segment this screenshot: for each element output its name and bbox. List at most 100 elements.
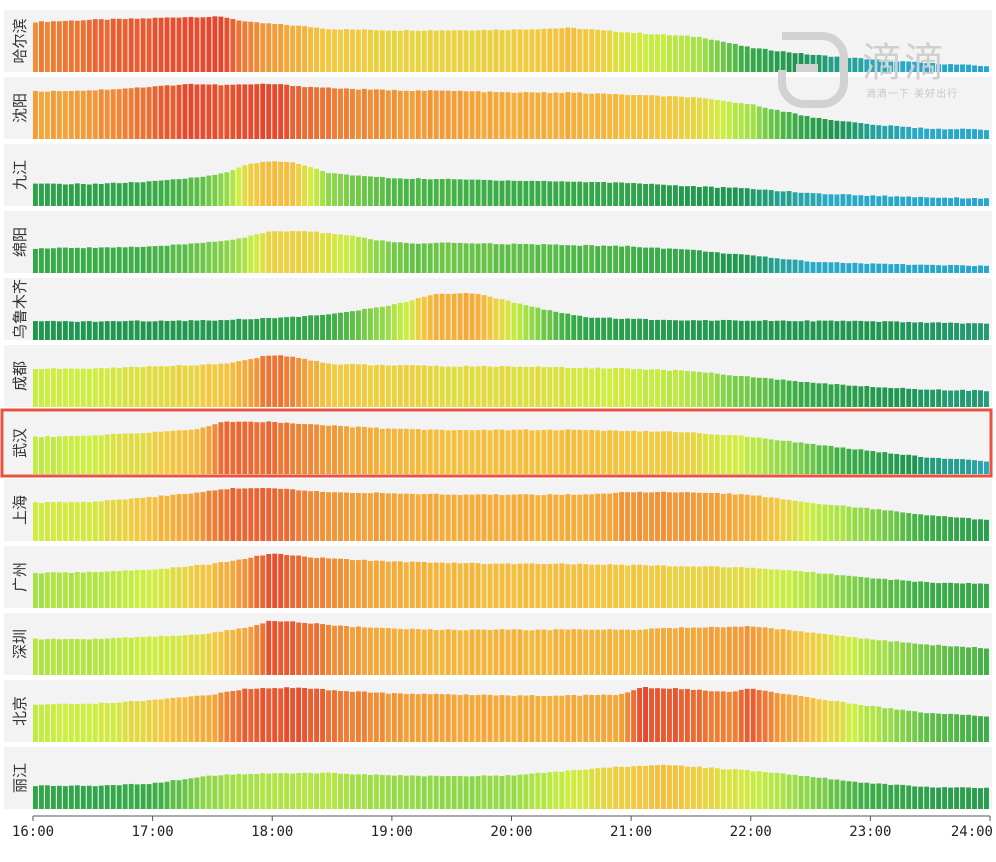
traffic-bar	[86, 19, 92, 72]
traffic-bar	[373, 627, 379, 675]
traffic-bar	[882, 708, 888, 742]
traffic-bar	[236, 690, 242, 742]
traffic-bar	[619, 693, 625, 742]
traffic-bar	[966, 582, 971, 608]
traffic-bar	[499, 563, 505, 608]
traffic-bar	[750, 567, 756, 608]
x-tick-label: 17:00	[132, 824, 174, 840]
traffic-bar	[373, 89, 379, 139]
traffic-bar	[62, 247, 68, 273]
traffic-bar	[80, 785, 86, 809]
traffic-bar	[786, 52, 792, 72]
traffic-bar	[206, 426, 212, 474]
traffic-bar	[744, 769, 750, 809]
traffic-bar	[667, 492, 672, 541]
traffic-bar	[212, 490, 218, 541]
traffic-bar	[690, 627, 696, 675]
traffic-bar	[505, 563, 511, 608]
traffic-bar	[798, 321, 804, 340]
traffic-bar	[284, 356, 290, 407]
traffic-bar	[272, 688, 278, 742]
traffic-bar	[553, 629, 559, 675]
traffic-bar	[726, 435, 732, 474]
traffic-bar	[445, 430, 451, 474]
traffic-bar	[619, 431, 625, 474]
traffic-bar	[984, 716, 989, 742]
traffic-bar	[224, 561, 230, 608]
traffic-bar	[649, 369, 654, 407]
traffic-bar	[876, 321, 882, 340]
traffic-bar	[499, 495, 505, 541]
traffic-bar	[625, 492, 631, 541]
traffic-bar	[529, 430, 535, 474]
traffic-bar	[170, 494, 176, 541]
traffic-bar	[224, 363, 230, 407]
traffic-bar	[667, 566, 672, 608]
traffic-bar	[912, 197, 918, 206]
traffic-bar	[858, 263, 864, 273]
traffic-bar	[924, 63, 930, 72]
traffic-bar	[194, 429, 200, 474]
traffic-bar	[595, 29, 601, 72]
traffic-bar	[200, 176, 206, 206]
traffic-bar	[678, 689, 684, 742]
traffic-bar	[822, 194, 828, 206]
traffic-bar	[487, 180, 493, 206]
traffic-bar	[774, 693, 780, 742]
traffic-bar	[110, 18, 116, 72]
traffic-bar	[708, 39, 714, 72]
traffic-bar	[882, 452, 888, 474]
traffic-bar	[720, 41, 726, 72]
traffic-bar	[266, 773, 272, 809]
traffic-bar	[541, 367, 547, 407]
traffic-bar	[696, 250, 702, 273]
traffic-bar	[720, 319, 726, 340]
traffic-bar	[116, 499, 122, 541]
traffic-bar	[62, 20, 68, 72]
traffic-bar	[200, 427, 206, 474]
traffic-bar	[858, 507, 864, 541]
traffic-bar	[672, 688, 678, 742]
traffic-bar	[457, 429, 463, 474]
traffic-bar	[523, 774, 529, 809]
traffic-bar	[948, 129, 954, 139]
traffic-bar	[696, 766, 702, 809]
traffic-bar	[152, 366, 158, 407]
traffic-bar	[350, 627, 355, 675]
traffic-bar	[62, 184, 68, 206]
traffic-bar	[254, 163, 260, 206]
traffic-bar	[266, 620, 272, 675]
traffic-bar	[296, 687, 302, 742]
traffic-bar	[80, 435, 86, 474]
traffic-bar	[224, 421, 230, 474]
traffic-bar	[475, 563, 481, 608]
traffic-bar	[762, 320, 768, 340]
traffic-bar	[409, 775, 415, 809]
traffic-bar	[643, 34, 648, 72]
traffic-bar	[320, 314, 325, 340]
traffic-bar	[535, 244, 541, 273]
traffic-bar	[451, 562, 457, 608]
traffic-bar	[260, 773, 266, 809]
traffic-bar	[643, 492, 648, 541]
traffic-bar	[978, 788, 983, 809]
traffic-bar	[888, 60, 894, 72]
traffic-bar	[888, 264, 894, 273]
traffic-bar	[816, 54, 822, 72]
traffic-bar	[481, 494, 487, 541]
traffic-bar	[583, 367, 589, 407]
traffic-bar	[344, 88, 349, 139]
city-row: 成都	[4, 345, 992, 407]
traffic-bar	[242, 360, 248, 407]
traffic-bar	[619, 94, 625, 139]
traffic-bar	[702, 320, 708, 340]
traffic-bar	[403, 365, 409, 407]
traffic-bar	[361, 559, 367, 608]
traffic-bar	[104, 89, 110, 139]
traffic-bar	[870, 705, 876, 742]
traffic-bar	[595, 246, 601, 273]
traffic-bar	[936, 787, 942, 809]
traffic-bar	[762, 772, 768, 809]
traffic-bar	[780, 320, 786, 340]
traffic-bar	[774, 497, 780, 541]
